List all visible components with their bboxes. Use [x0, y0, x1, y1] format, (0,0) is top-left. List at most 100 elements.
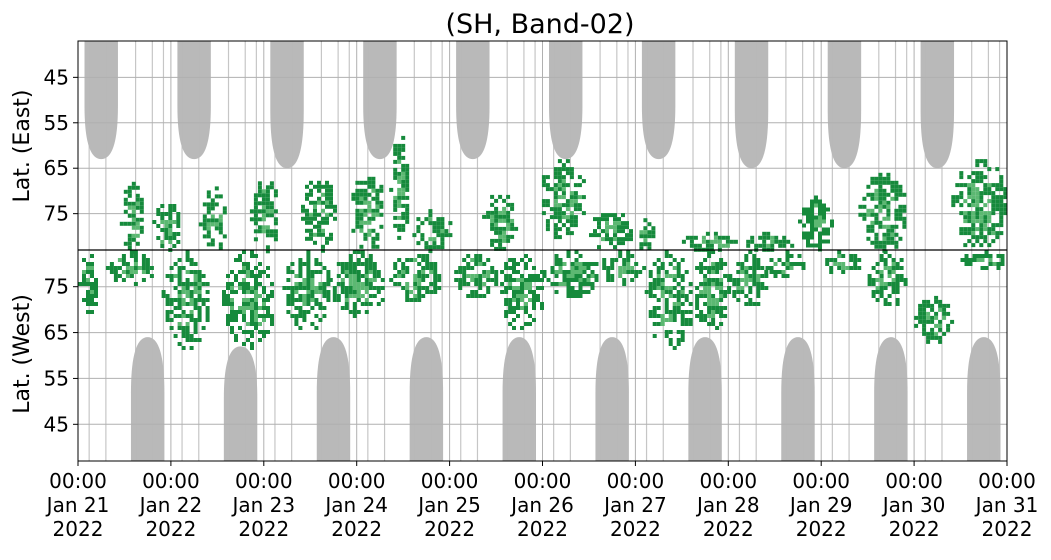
detection-cell: [164, 228, 169, 232]
detection-cell: [626, 266, 631, 270]
detection-cell: [684, 310, 689, 314]
detection-patch: [389, 135, 410, 240]
detection-cell: [995, 223, 1000, 228]
detection-cell: [512, 326, 516, 330]
detection-cell: [317, 224, 321, 229]
detection-cell: [86, 290, 90, 294]
detection-cell: [352, 250, 357, 254]
detection-cell: [433, 282, 438, 286]
detection-cell: [405, 203, 410, 208]
detection-cell: [185, 314, 190, 318]
detection-cell: [254, 322, 258, 326]
detection-cell: [405, 187, 410, 192]
detection-cell: [711, 306, 716, 310]
detection-cell: [634, 274, 639, 278]
detection-cell: [622, 266, 627, 270]
detection-cell: [719, 282, 724, 286]
detection-cell: [926, 299, 931, 304]
detection-cell: [265, 233, 270, 238]
detection-cell: [647, 242, 652, 247]
detection-cell: [582, 266, 587, 270]
detection-cell: [610, 266, 615, 270]
detection-cell: [222, 210, 227, 215]
detection-cell: [359, 200, 364, 205]
detection-cell: [133, 282, 138, 286]
detection-cell: [474, 258, 479, 262]
detection-cell: [482, 274, 487, 278]
detection-cell: [870, 192, 875, 197]
detection-cell: [173, 286, 178, 290]
detection-cell: [883, 262, 888, 266]
detection-cell: [226, 274, 230, 278]
detection-cell: [329, 196, 333, 201]
night-mask-west: [874, 337, 908, 461]
detection-cell: [625, 221, 629, 226]
detection-cell: [94, 294, 98, 298]
detection-cell: [393, 195, 398, 200]
detection-cell: [376, 286, 381, 290]
detection-cell: [490, 194, 495, 199]
detection-cell: [440, 221, 445, 226]
detection-cell: [214, 218, 219, 223]
detection-cell: [318, 290, 323, 294]
detection-cell: [516, 306, 520, 310]
detection-cell: [569, 175, 574, 180]
detection-cell: [680, 278, 685, 282]
detection-cell: [393, 167, 398, 172]
detection-cell: [504, 310, 509, 314]
detection-cell: [782, 243, 787, 248]
detection-cell: [849, 258, 854, 262]
detection-cell: [172, 220, 177, 224]
detection-patch: [746, 231, 795, 252]
detection-cell: [898, 192, 903, 197]
detection-cell: [629, 237, 633, 242]
detection-cell: [898, 208, 903, 213]
detection-cell: [744, 258, 749, 262]
detection-cell: [950, 319, 955, 324]
detection-cell: [680, 290, 685, 294]
detection-cell: [593, 233, 597, 238]
detection-cell: [810, 219, 814, 224]
detection-cell: [310, 278, 315, 282]
detection-cell: [218, 222, 223, 227]
detection-patch: [825, 250, 862, 274]
night-mask-east: [456, 41, 490, 160]
detection-cell: [899, 278, 904, 282]
detection-cell: [185, 326, 190, 330]
detection-cell: [578, 282, 583, 286]
detection-cell: [265, 245, 270, 250]
detection-cell: [553, 195, 558, 200]
detection-cell: [429, 282, 434, 286]
detection-cell: [590, 262, 595, 266]
detection-cell: [695, 298, 700, 302]
detection-cell: [356, 262, 361, 266]
detection-cell: [715, 326, 720, 330]
detection-cell: [193, 286, 198, 290]
detection-cell: [975, 163, 980, 168]
detection-patch: [454, 254, 499, 298]
detection-cell: [668, 318, 673, 322]
detection-cell: [425, 266, 430, 270]
detection-cell: [306, 262, 311, 266]
detection-cell: [975, 219, 980, 224]
detection-cell: [648, 310, 653, 314]
detection-cell: [368, 302, 373, 306]
detection-cell: [470, 274, 475, 278]
detection-cell: [127, 221, 132, 226]
detection-cell: [210, 202, 215, 207]
detection-cell: [325, 192, 329, 197]
detection-cell: [261, 209, 266, 214]
detection-cell: [494, 238, 499, 243]
detection-cell: [206, 210, 211, 215]
detection-cell: [959, 195, 964, 200]
detection-cell: [273, 237, 278, 242]
detection-cell: [504, 274, 509, 278]
detection-cell: [810, 211, 814, 216]
detection-cell: [270, 290, 274, 294]
detection-cell: [699, 262, 704, 266]
detection-cell: [429, 266, 434, 270]
detection-cell: [238, 310, 242, 314]
detection-cell: [894, 208, 899, 213]
detection-cell: [754, 243, 759, 248]
detection-cell: [887, 254, 892, 258]
